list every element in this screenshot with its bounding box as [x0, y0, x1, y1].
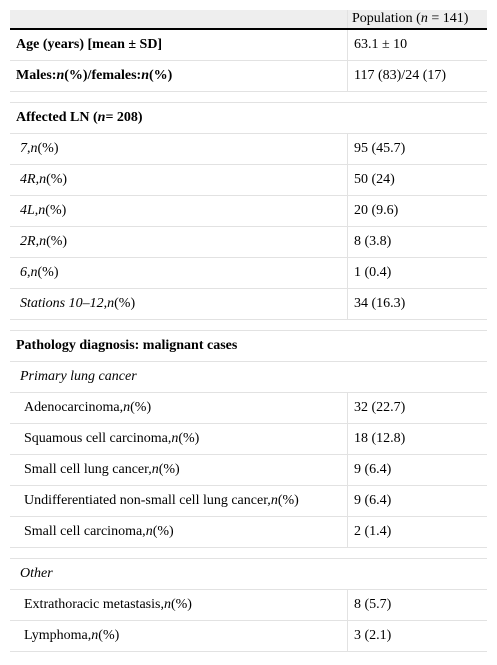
row-label: Adenocarcinoma, n (%): [10, 393, 348, 423]
row-value: 50 (24): [354, 172, 395, 187]
table-row: 2R, n (%) 8 (3.8): [10, 227, 487, 258]
row-label: 4R, n (%): [10, 165, 348, 195]
row-value: 2 (1.4): [354, 524, 392, 539]
section-heading: Pathology diagnosis: malignant cases: [16, 338, 238, 353]
table-header-row: Population (n = 141): [10, 10, 487, 30]
row-label: Males: n (%)/females: n (%): [10, 61, 348, 91]
section-pathology: Pathology diagnosis: malignant cases: [10, 331, 487, 362]
row-label: 4L, n (%): [10, 196, 348, 226]
row-label: 2R, n (%): [10, 227, 348, 257]
row-value: 3 (2.1): [354, 628, 392, 643]
table-row: Small cell carcinoma, n (%) 2 (1.4): [10, 517, 487, 548]
spacer-cell: [10, 92, 487, 102]
other-rows: Extrathoracic metastasis, n (%) 8 (5.7) Ly…: [10, 590, 487, 652]
population-label: Population (n = 141): [352, 11, 468, 27]
row-value: 63.1 ± 10: [354, 37, 408, 52]
row-label: 7, n (%): [10, 134, 348, 164]
row-label: Extrathoracic metastasis, n (%): [10, 590, 348, 620]
table-row: 4L, n (%) 20 (9.6): [10, 196, 487, 227]
row-value: 18 (12.8): [354, 431, 406, 446]
spacer-row: [10, 320, 487, 331]
table-row-age: Age (years) [mean ± SD] 63.1 ± 10: [10, 30, 487, 61]
table-row: Stations 10–12, n (%) 34 (16.3): [10, 289, 487, 320]
table-row-sex: Males: n (%)/females: n (%) 117 (83)/24 (17): [10, 61, 487, 92]
demographics-table: Population (n = 141) Age (years) [mean ±…: [10, 10, 487, 652]
primary-lung-cancer-rows: Adenocarcinoma, n (%) 32 (22.7) Squamous c…: [10, 393, 487, 548]
table-row: Adenocarcinoma, n (%) 32 (22.7): [10, 393, 487, 424]
row-label: 6, n (%): [10, 258, 348, 288]
row-value: 9 (6.4): [354, 462, 392, 477]
row-label: Squamous cell carcinoma, n (%): [10, 424, 348, 454]
affected-ln-rows: 7, n (%) 95 (45.7) 4R, n (%) 50 (24) 4L, n (…: [10, 134, 487, 320]
table-row: Extrathoracic metastasis, n (%) 8 (5.7): [10, 590, 487, 621]
spacer-row: [10, 92, 487, 103]
population-header: Population (n = 141): [348, 10, 487, 28]
row-value: 117 (83)/24 (17): [354, 68, 447, 83]
table-row: 4R, n (%) 50 (24): [10, 165, 487, 196]
row-value: 1 (0.4): [354, 265, 392, 280]
row-value: 8 (3.8): [354, 234, 392, 249]
table-row: Undifferentiated non-small cell lung can…: [10, 486, 487, 517]
population-header-text: Population (n = 141): [352, 11, 469, 26]
row-label: Lymphoma, n (%): [10, 621, 348, 651]
row-label: Age (years) [mean ± SD]: [10, 30, 348, 60]
spacer-cell: [10, 548, 487, 558]
row-value: 34 (16.3): [354, 296, 406, 311]
row-label: Small cell carcinoma, n (%): [10, 517, 348, 547]
table-row: Squamous cell carcinoma, n (%) 18 (12.8): [10, 424, 487, 455]
row-value: 8 (5.7): [354, 597, 392, 612]
subsection-heading: Primary lung cancer: [20, 369, 137, 384]
section-heading: Affected LN (n = 208): [16, 110, 143, 125]
subsection-heading: Other: [20, 566, 53, 581]
spacer-row: [10, 548, 487, 559]
spacer-cell: [10, 320, 487, 330]
table-row: 6, n (%) 1 (0.4): [10, 258, 487, 289]
section-affected-ln: Affected LN (n = 208): [10, 103, 487, 134]
table-row: Lymphoma, n (%) 3 (2.1): [10, 621, 487, 652]
table-row: Small cell lung cancer, n (%) 9 (6.4): [10, 455, 487, 486]
row-value: 32 (22.7): [354, 400, 406, 415]
row-value: 95 (45.7): [354, 141, 406, 156]
row-value: 20 (9.6): [354, 203, 399, 218]
subsection-primary-lung-cancer: Primary lung cancer: [10, 362, 487, 393]
row-label: Stations 10–12, n (%): [10, 289, 348, 319]
header-empty-cell: [10, 10, 348, 28]
row-value: 9 (6.4): [354, 493, 392, 508]
row-label: Undifferentiated non-small cell lung can…: [10, 486, 348, 516]
subsection-other: Other: [10, 559, 487, 590]
row-label: Small cell lung cancer, n (%): [10, 455, 348, 485]
table-row: 7, n (%) 95 (45.7): [10, 134, 487, 165]
